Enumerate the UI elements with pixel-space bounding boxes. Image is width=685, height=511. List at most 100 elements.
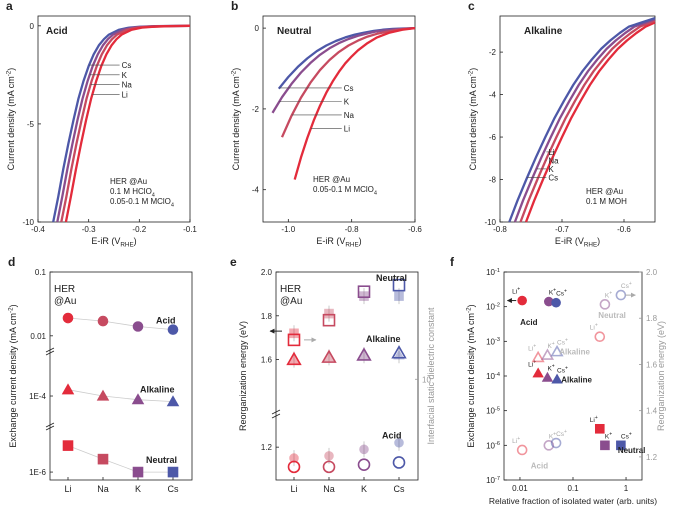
data-point-neutral — [167, 466, 179, 478]
legend-label-cs: Cs — [344, 84, 354, 93]
label-part: 10 — [486, 303, 495, 312]
point-label: Cs+ — [557, 365, 568, 374]
annotation-line: HER @Au — [586, 187, 623, 196]
label-part: + — [565, 365, 568, 371]
dielectric-point-alkaline — [393, 349, 405, 360]
point-label: K+ — [549, 288, 556, 297]
series-line-li — [293, 26, 416, 180]
exchange-point — [594, 423, 605, 434]
point-label: Cs+ — [621, 431, 632, 440]
label-part: 4 — [152, 192, 155, 198]
label-part: -2 — [495, 302, 500, 308]
y-axis-label: Exchange current density (mA cm-2) — [465, 304, 476, 447]
y-tick-label: 1.8 — [261, 312, 273, 321]
legend-label-cs: Cs — [548, 173, 558, 182]
label-part: E-iR (V — [555, 236, 584, 246]
data-point-acid — [62, 312, 74, 324]
y-tick-label: 0.1 — [35, 268, 47, 277]
reorg-point-acid — [392, 456, 406, 469]
label-part: -1 — [495, 268, 500, 274]
label-part: ) — [134, 236, 137, 246]
panel-letter: c — [468, 0, 475, 13]
point-label: Cs+ — [556, 289, 567, 298]
reorg-point-alkaline — [321, 349, 337, 363]
y-tick-label: 1E-4 — [29, 392, 46, 401]
exchange-point — [541, 371, 554, 382]
panel-letter: b — [231, 0, 238, 13]
x-tick-label: 0.01 — [512, 484, 528, 493]
trend-line — [67, 317, 174, 330]
annotation-line: 0.1 M MOH — [586, 197, 627, 206]
legend-label-li: Li — [122, 90, 128, 99]
data-point-acid — [167, 324, 179, 335]
y-tick-label: 1E-6 — [29, 468, 46, 477]
reorg-point-acid — [357, 458, 371, 471]
label-part: + — [609, 431, 612, 437]
y-tick-label: -2 — [489, 48, 497, 57]
reorg-point-alkaline — [356, 347, 372, 361]
label-part: -5 — [495, 406, 500, 412]
label-part: -3 — [495, 337, 500, 343]
label-part: -2 — [230, 70, 237, 76]
label-part: 10 — [486, 337, 495, 346]
x-axis-label: E-iR (VRHE) — [555, 236, 600, 249]
series-line-k — [513, 18, 656, 223]
label-part: -2 — [7, 307, 14, 313]
label-part: ) — [597, 236, 600, 246]
label-part: + — [533, 344, 536, 350]
y-tick-label: 0 — [30, 22, 35, 31]
series-line-na — [280, 26, 416, 138]
label-part: HER @Au — [110, 177, 147, 186]
label-part: -7 — [495, 476, 500, 482]
legend-label-na: Na — [548, 156, 559, 165]
point-label: Li+ — [590, 323, 598, 332]
y2-tick-label: 1.6 — [646, 360, 658, 369]
series-label: Alkaline — [366, 334, 401, 344]
reorg-point-neutral — [357, 285, 371, 299]
reorg-point — [599, 299, 611, 310]
data-point-alkaline — [166, 395, 180, 407]
dielectric-point-neutral — [394, 291, 404, 301]
label-part: ) — [8, 304, 18, 307]
label-part: + — [553, 431, 556, 437]
x-tick-label: -0.6 — [408, 225, 422, 234]
label-part: + — [517, 287, 520, 293]
x-tick-label: 1 — [624, 484, 629, 493]
y-axis-label: Current density (mA cm-2) — [5, 68, 16, 171]
legend-label-k: K — [344, 98, 350, 107]
series-line-na — [519, 19, 656, 223]
legend-label-cs: Cs — [122, 61, 132, 70]
point-label: Li+ — [512, 436, 520, 445]
y-axis-label: Current density (mA cm-2) — [467, 68, 478, 171]
x-axis-label: E-iR (VRHE) — [316, 236, 361, 249]
panel-title: Alkaline — [524, 26, 563, 37]
y-tick-label: 10-6 — [486, 441, 500, 450]
x-tick-label: -0.3 — [82, 225, 96, 234]
data-point-alkaline — [96, 389, 110, 401]
reorg-point — [550, 437, 562, 449]
data-point-neutral — [97, 453, 109, 465]
label-part: + — [565, 338, 568, 344]
legend-label-na: Na — [344, 111, 355, 120]
label-part: + — [609, 290, 612, 296]
series-line-li — [64, 24, 191, 223]
legend-label-k: K — [122, 71, 128, 80]
y-tick-label: 0.01 — [30, 332, 46, 341]
label-part: -6 — [495, 441, 500, 447]
label-part: ) — [468, 68, 478, 71]
annotation-line: HER @Au — [313, 175, 350, 184]
series-label: Neutral — [146, 455, 177, 465]
dielectric-point-neutral — [359, 291, 369, 301]
y-tick-label: 10-1 — [486, 268, 500, 277]
legend-label-na: Na — [122, 81, 133, 90]
x-tick-label: -1.0 — [281, 225, 295, 234]
reorg-point-acid — [322, 460, 336, 474]
label-part: RHE — [345, 242, 358, 249]
panel-title: @Au — [54, 296, 76, 307]
reorg-point-alkaline — [391, 345, 407, 359]
data-point-neutral — [132, 466, 144, 478]
reorg-point — [550, 344, 564, 357]
y-tick-label: 10-7 — [486, 476, 500, 485]
legend-label-li: Li — [548, 148, 554, 157]
